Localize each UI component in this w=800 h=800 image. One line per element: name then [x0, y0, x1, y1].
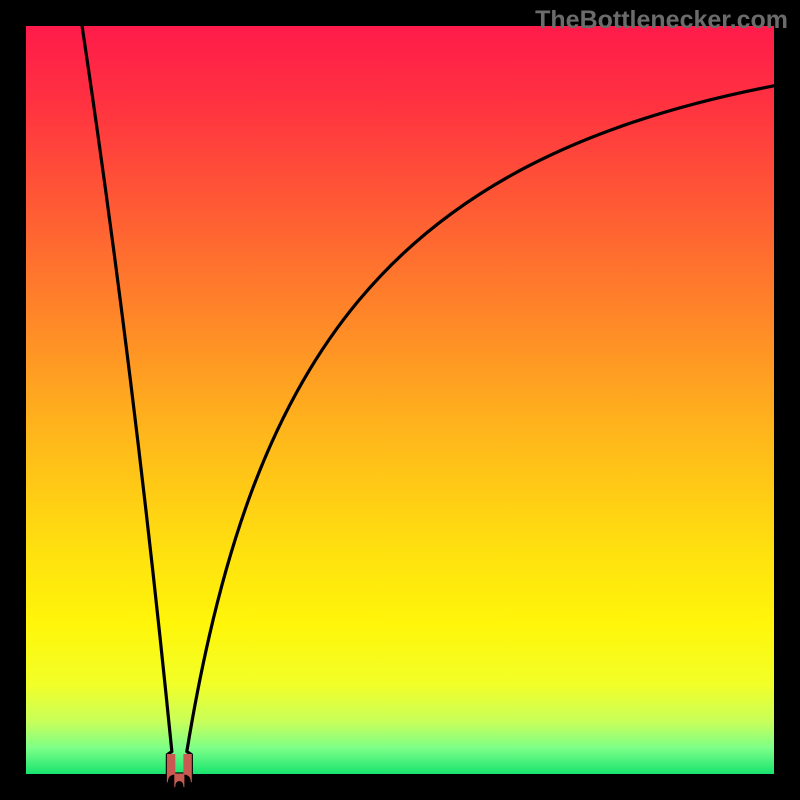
watermark-text: TheBottlenecker.com [535, 6, 788, 35]
bottleneck-chart [0, 0, 800, 800]
plot-background [26, 26, 774, 774]
